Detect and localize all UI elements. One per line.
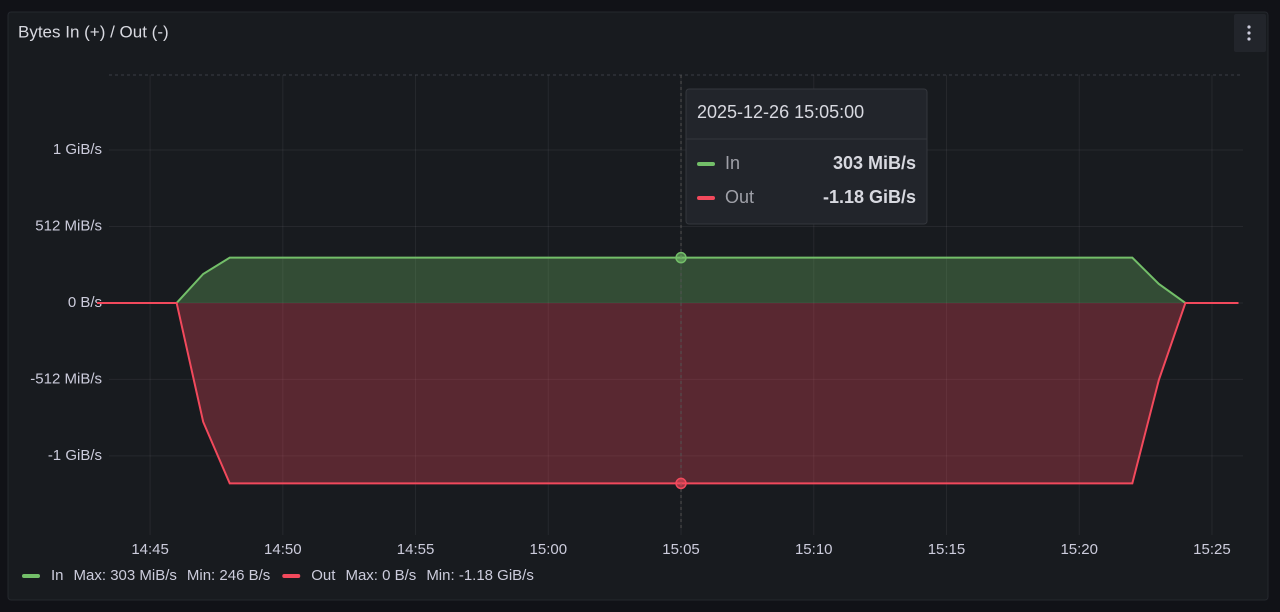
panel	[7, 11, 1269, 601]
chart-title: Bytes In (+) / Out (-)	[18, 22, 169, 41]
x-tick-label: 14:45	[131, 541, 169, 558]
area	[97, 257, 1239, 303]
tooltip-title: 2025-12-26 15:05:00	[697, 102, 864, 122]
menu-button[interactable]	[1234, 14, 1266, 52]
legend-label: Out	[311, 567, 336, 584]
y-tick-label: 512 MiB/s	[35, 217, 102, 234]
y-tick-label: 1 GiB/s	[53, 141, 102, 158]
x-tick-label: 14:50	[264, 541, 302, 558]
menu-dot	[1247, 37, 1251, 41]
x-tick-label: 15:00	[530, 541, 568, 558]
menu-dot	[1247, 31, 1251, 35]
area	[97, 302, 1239, 484]
y-tick-label: -1 GiB/s	[48, 447, 102, 464]
legend-stat: Min: 246 B/s	[187, 567, 270, 584]
legend-stat: Min: -1.18 GiB/s	[426, 567, 534, 584]
x-tick-label: 15:20	[1060, 541, 1098, 558]
grid: -1 GiB/s -512 MiB/s 0 B/s 512 MiB/s 1 GiB/s 1…	[30, 75, 1243, 558]
x-tick-label: 15:10	[795, 541, 833, 558]
legend-label: In	[51, 567, 64, 584]
y-tick-label: 0 B/s	[68, 294, 102, 311]
tooltip: 2025-12-26 15:05:00 In 303 MiB/s Out -1.18 G…	[685, 88, 928, 225]
y-tick-label: -512 MiB/s	[30, 370, 102, 387]
tooltip-name: Out	[725, 187, 754, 207]
legend-stat: Max: 0 B/s	[345, 567, 416, 584]
tooltip-value: -1.18 GiB/s	[823, 187, 916, 207]
legend: In Max: 303 MiB/s Min: 246 B/s Out Max: 0 B/…	[22, 567, 534, 584]
x-tick-label: 15:25	[1193, 541, 1231, 558]
tooltip-box	[685, 88, 928, 225]
tooltip-value: 303 MiB/s	[833, 153, 916, 173]
hover-point	[675, 477, 687, 490]
hover-point	[675, 251, 687, 264]
tooltip-name: In	[725, 153, 740, 173]
menu-dot	[1247, 25, 1251, 29]
plot	[97, 75, 1239, 530]
x-tick-label: 15:05	[662, 541, 700, 558]
legend-stat: Max: 303 MiB/s	[74, 567, 177, 584]
x-tick-label: 15:15	[928, 541, 966, 558]
x-tick-label: 14:55	[397, 541, 435, 558]
